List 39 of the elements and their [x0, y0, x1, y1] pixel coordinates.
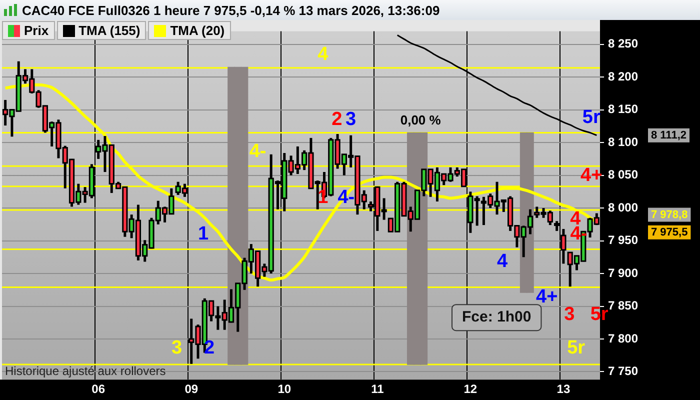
annotation: Historique ajusté aux rollovers	[5, 364, 166, 378]
x-tick-label: 06	[92, 382, 106, 396]
y-tick-label: 8 150	[608, 102, 638, 116]
x-tick-label: 11	[371, 382, 384, 396]
y-tick-label: 8 250	[608, 36, 638, 51]
annotation: 0,00 %	[400, 112, 442, 128]
y-tick-label: 7 750	[608, 364, 638, 378]
y-tick-label: 8 050	[608, 168, 638, 182]
legend-label: TMA (20)	[170, 23, 225, 38]
text: 8 111,2	[651, 129, 686, 142]
annotation: 4-	[249, 140, 266, 162]
chart-title: CAC40 FCE Full0326 1 heure 7 975,5 -0,14 % 13 mars 2026, 13:36:09	[22, 2, 440, 18]
x-tick-label: 12	[464, 382, 478, 396]
annotation: 3	[346, 108, 356, 130]
text: 7 978,8	[651, 208, 688, 221]
annotation: 3	[171, 337, 182, 358]
y-tick-label: 8 000	[608, 200, 638, 214]
legend-label: TMA (155)	[78, 23, 140, 38]
annotation: 2	[204, 337, 215, 358]
annotation: 2	[332, 108, 342, 130]
y-tick-label: 7 800	[608, 331, 638, 346]
annotation: 4+	[580, 165, 602, 186]
annotation: 3	[564, 304, 575, 325]
text: 7 975,5	[651, 226, 688, 238]
x-tick-label: 10	[278, 382, 292, 396]
x-tick-label: 09	[184, 382, 198, 396]
y-tick-label: 7 900	[608, 266, 638, 280]
legend-label: Prix	[24, 23, 49, 38]
annotation: 4	[497, 250, 508, 272]
y-tick-label: 8 100	[608, 134, 638, 149]
y-tick-label: 8 200	[608, 69, 638, 84]
annotation: 4+	[536, 286, 558, 308]
annotation: 4	[318, 44, 329, 66]
x-tick-label: 13	[556, 382, 570, 396]
y-tick-label: 7 950	[608, 233, 638, 248]
annotation: Fce: 1h00	[462, 308, 532, 326]
annotation: 5r	[567, 337, 586, 358]
annotation: 1	[198, 223, 210, 244]
y-tick-label: 7 850	[608, 298, 638, 313]
